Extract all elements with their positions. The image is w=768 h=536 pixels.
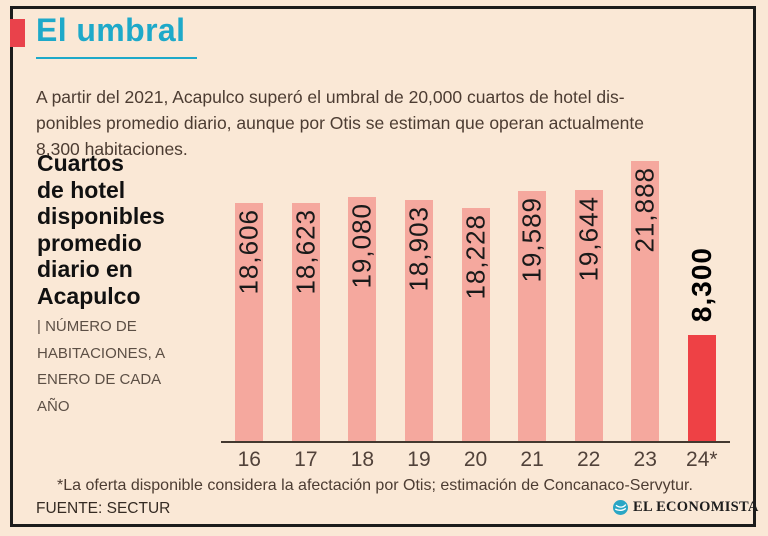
bar-slot: 18,228 <box>447 208 504 441</box>
x-axis-line <box>221 441 730 443</box>
bar-value-label: 19,080 <box>346 203 377 289</box>
bar: 19,589 <box>516 191 547 441</box>
bar: 18,228 <box>460 208 491 441</box>
x-axis-ticks: 16 17 18 19 20 21 22 23 24* <box>221 443 730 472</box>
bar: 18,606 <box>233 203 264 441</box>
x-axis-tick-label: 18 <box>350 448 375 471</box>
x-axis-tick-label: 19 <box>407 448 431 471</box>
chart-side-label: Cuartos de hotel disponibles promedio di… <box>37 150 219 420</box>
bar-value-label: 18,623 <box>290 209 321 295</box>
x-axis-tick-label: 17 <box>294 448 318 471</box>
x-axis-tick-label: 20 <box>463 448 488 471</box>
bar: 8,300 <box>686 247 717 441</box>
x-axis-tick-label: 23 <box>633 448 657 471</box>
bar-value-label: 19,589 <box>516 197 547 283</box>
bar-slot: 21,888 <box>617 161 674 441</box>
bar-chart: 18,606 18,623 19,080 18,903 18,228 19,589 19,6… <box>221 150 730 472</box>
globe-icon <box>613 500 628 515</box>
bar-slot: 19,080 <box>334 197 391 441</box>
page-title: El umbral <box>36 12 186 48</box>
bar: 19,080 <box>346 197 377 441</box>
bar: 19,644 <box>573 190 604 441</box>
bar-slot: 18,903 <box>391 200 448 441</box>
bar: 18,623 <box>290 203 321 441</box>
x-axis-tick-label: 16 <box>237 448 261 471</box>
brand-name: EL ECONOMISTA <box>633 499 759 515</box>
chart-title: Cuartos de hotel disponibles promedio di… <box>37 150 165 309</box>
bar-slot: 19,589 <box>504 191 561 441</box>
bar-slot: 18,623 <box>278 203 335 441</box>
bars-row: 18,606 18,623 19,080 18,903 18,228 19,589 19,6… <box>221 150 730 441</box>
footnote: *La oferta disponible considera la afect… <box>57 477 693 494</box>
chart-unit-note: | NÚMERO DE HABITACIONES, A ENERO DE CAD… <box>37 318 166 415</box>
x-axis-tick-label: 22 <box>576 448 601 471</box>
chart-description: A partir del 2021, Acapulco superó el um… <box>36 86 645 159</box>
bar-value-label: 8,300 <box>685 246 717 322</box>
bar-value-label: 18,606 <box>233 209 264 295</box>
title-underline <box>36 57 197 59</box>
bar-slot-highlighted: 8,300 <box>674 247 731 441</box>
bar-value-label: 18,228 <box>460 214 491 300</box>
bar: 21,888 <box>629 161 660 441</box>
source-credit: FUENTE: SECTUR <box>36 500 171 517</box>
panel-frame <box>10 6 756 527</box>
x-axis-tick-label: 24* <box>686 448 718 471</box>
bar-value-label: 18,903 <box>403 206 434 292</box>
bar-slot: 18,606 <box>221 203 278 441</box>
bar-value-label: 19,644 <box>573 196 604 282</box>
bar-value-label: 21,888 <box>629 167 660 253</box>
x-axis-tick-label: 21 <box>520 448 544 471</box>
el-economista-logo: EL ECONOMISTA <box>613 499 759 516</box>
bar-slot: 19,644 <box>560 190 617 441</box>
title-bullet-marker <box>10 19 25 47</box>
bar: 18,903 <box>403 200 434 441</box>
